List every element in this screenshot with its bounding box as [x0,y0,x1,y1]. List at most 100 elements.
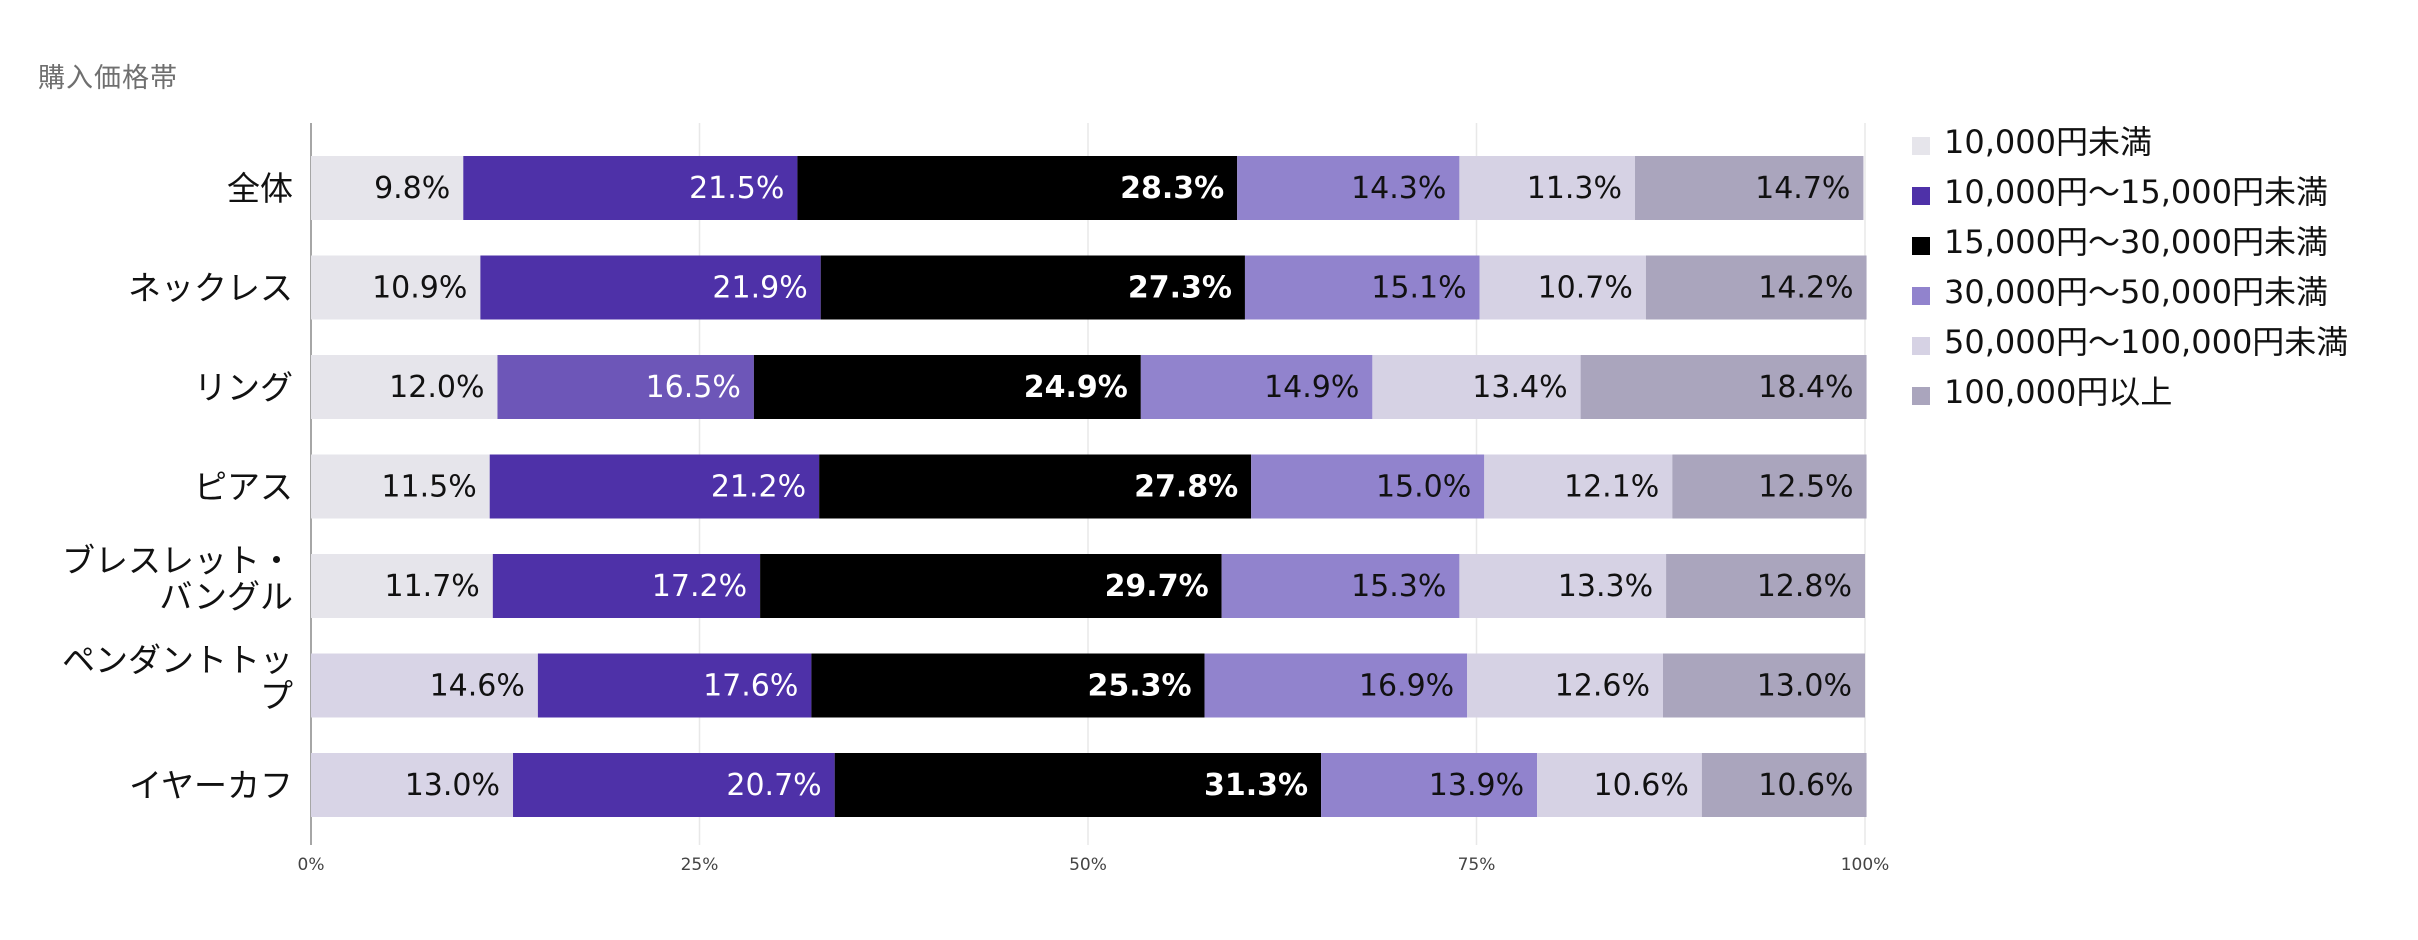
data-label: 12.0% [389,370,484,405]
stacked-bar-segment [480,255,821,320]
stacked-bar-segment [1221,554,1460,618]
stacked-bar-segment [1672,454,1867,519]
data-label: 14.6% [430,669,525,704]
stacked-bar-segment [834,753,1322,817]
stacked-bar-segment [311,554,493,618]
x-tick-label: 25% [681,855,719,875]
stacked-bar-segment [1372,355,1581,419]
data-label: 27.8% [1134,470,1238,505]
data-label: 9.8% [374,171,450,206]
stacked-bar-segment [311,653,538,718]
stacked-bar-segment [537,653,812,718]
legend-label: 15,000円〜30,000円未満 [1944,223,2328,261]
stacked-bar-segment [492,554,761,618]
category-label: 全体 [227,169,293,208]
x-tick-label: 75% [1458,855,1496,875]
legend-swatch [1912,187,1930,205]
data-label: 11.3% [1527,171,1622,206]
category-label: リング [194,368,293,407]
stacked-bar-segment [1467,653,1663,718]
data-label: 21.9% [712,271,807,306]
stacked-bar-segment [497,355,754,419]
stacked-bar-segment [820,255,1245,320]
category-label: ペンダントトッ [62,641,293,680]
data-label: 21.2% [711,470,806,505]
data-label: 12.8% [1757,569,1852,604]
data-label: 18.4% [1758,370,1853,405]
stacked-bar-segment [1635,156,1864,220]
data-label: 12.6% [1555,669,1650,704]
stacked-bar-segment [1479,255,1646,320]
stacked-bar-segment [1237,156,1460,220]
data-label: 25.3% [1087,669,1191,704]
x-tick-label: 100% [1841,855,1890,875]
data-label: 15.3% [1351,569,1446,604]
data-label: 15.1% [1371,271,1466,306]
legend-label: 10,000円未満 [1944,123,2152,161]
category-label: ブレスレット・ [62,541,293,580]
stacked-bar-segment [1459,554,1667,618]
data-label: 16.5% [646,370,741,405]
data-label: 13.9% [1429,768,1524,803]
stacked-bar-segment [311,454,490,519]
stacked-bar-segment [760,554,1222,618]
legend-label: 30,000円〜50,000円未満 [1944,273,2328,311]
legend-label: 10,000円〜15,000円未満 [1944,173,2328,211]
legend-swatch [1912,287,1930,305]
data-label: 21.5% [689,171,784,206]
category-label: ピアス [194,468,293,507]
legend-label: 50,000円〜100,000円未満 [1944,323,2348,361]
legend-label: 100,000円以上 [1944,373,2172,411]
stacked-bar-segment [1244,255,1480,320]
data-label: 10.6% [1758,768,1853,803]
stacked-bar-segment [1140,355,1373,419]
data-label: 17.2% [652,569,747,604]
stacked-bar-segment [1645,255,1867,320]
category-label: プ [260,677,293,716]
x-tick-label: 0% [298,855,325,875]
stacked-bar-segment [489,454,820,519]
stacked-bar-segment [1537,753,1702,817]
stacked-bar-segment [1580,355,1867,419]
stacked-bar-segment [1666,554,1865,618]
data-label: 13.3% [1558,569,1653,604]
data-label: 27.3% [1128,271,1232,306]
data-label: 11.7% [385,569,480,604]
data-label: 17.6% [703,669,798,704]
data-label: 14.9% [1264,370,1359,405]
data-label: 28.3% [1120,171,1224,206]
stacked-bar-segment [513,753,835,817]
stacked-bar-segment [1701,753,1867,817]
data-label: 12.1% [1564,470,1659,505]
stacked-bar-segment [311,355,498,419]
data-label: 11.5% [381,470,476,505]
data-label: 14.7% [1755,171,1850,206]
data-label: 13.4% [1472,370,1567,405]
category-label: ネックレス [128,269,293,308]
stacked-bar-segment [311,255,481,320]
chart-title: 購入価格帯 [38,63,178,94]
stacked-bar-segment [1459,156,1636,220]
stacked-bar-segment [1484,454,1673,519]
stacked-bar-segment [311,753,514,817]
stacked-bar-segment [1662,653,1865,718]
stacked-bar-segment [1204,653,1468,718]
stacked-bar-segment [1251,454,1485,519]
data-label: 29.7% [1105,569,1209,604]
stacked-bar-segment [463,156,798,220]
data-label: 15.0% [1376,470,1471,505]
category-label: バングル [159,577,293,616]
stacked-bar-segment [819,454,1252,519]
data-label: 10.7% [1538,271,1633,306]
data-label: 14.2% [1758,271,1853,306]
stacked-bar-segment [311,156,464,220]
data-label: 24.9% [1024,370,1128,405]
legend-swatch [1912,337,1930,355]
data-label: 20.7% [726,768,821,803]
data-label: 12.5% [1758,470,1853,505]
category-label: イヤーカフ [129,766,293,805]
data-label: 10.6% [1594,768,1689,803]
legend-swatch [1912,137,1930,155]
